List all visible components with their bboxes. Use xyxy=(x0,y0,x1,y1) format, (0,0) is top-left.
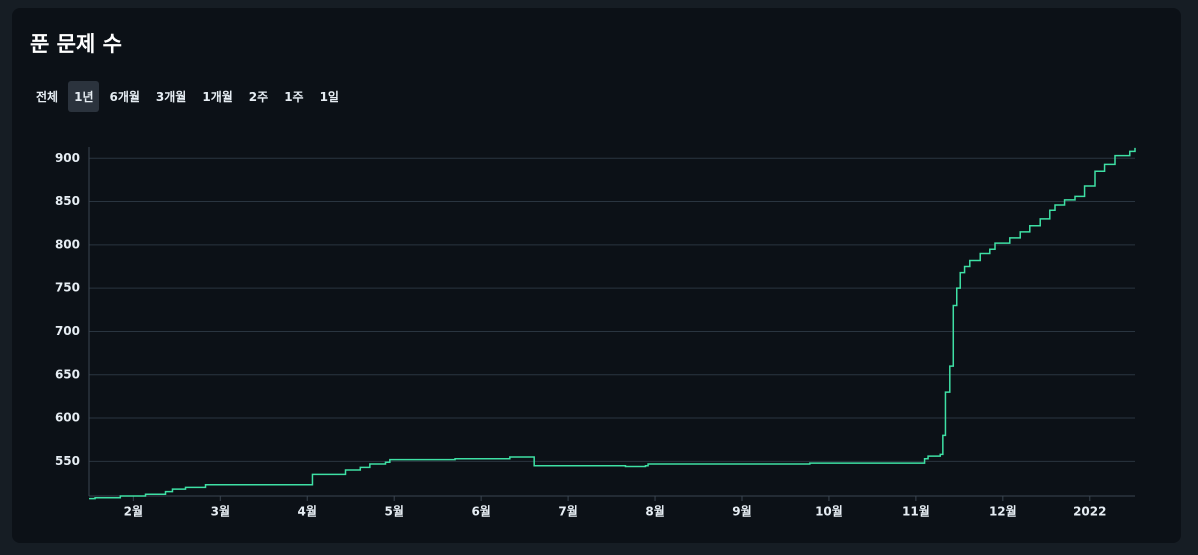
range-button[interactable]: 1개월 xyxy=(196,81,238,112)
x-tick-label: 2월 xyxy=(124,504,143,519)
x-tick-label: 11월 xyxy=(902,504,930,519)
x-tick-label: 9월 xyxy=(732,504,751,519)
card: 푼 문제 수 전체 1년 6개월 3개월 1개월 2주 1주 1일 xyxy=(12,8,1181,543)
range-button[interactable]: 1년 xyxy=(68,81,100,112)
range-button[interactable]: 3개월 xyxy=(150,81,192,112)
x-tick-label: 10월 xyxy=(815,504,843,519)
range-button[interactable]: 1일 xyxy=(314,81,345,112)
title: 푼 문제 수 xyxy=(30,32,122,56)
y-tick-label: 550 xyxy=(55,454,80,468)
x-tick-label: 12월 xyxy=(989,504,1017,519)
range-button[interactable]: 2주 xyxy=(243,81,274,112)
y-tick-label: 900 xyxy=(55,151,80,165)
y-tick-label: 700 xyxy=(55,324,80,338)
range-button[interactable]: 전체 xyxy=(30,81,64,112)
y-tick-label: 600 xyxy=(55,411,80,425)
y-tick-label: 850 xyxy=(55,194,80,208)
data-line xyxy=(89,147,1136,500)
x-tick-label: 5월 xyxy=(384,504,403,519)
x-tick-label: 4월 xyxy=(298,504,317,519)
range-button[interactable]: 6개월 xyxy=(103,81,145,112)
range-button[interactable]: 1주 xyxy=(278,81,309,112)
x-tick-label: 8월 xyxy=(645,504,664,519)
x-tick-label: 7월 xyxy=(558,504,577,519)
y-tick-label: 650 xyxy=(55,367,80,381)
range-selector: 전체 1년 6개월 3개월 1개월 2주 1주 1일 xyxy=(30,81,345,112)
y-tick-label: 750 xyxy=(55,281,80,295)
x-tick-label: 2022 xyxy=(1073,505,1106,519)
x-tick-label: 3월 xyxy=(211,504,230,519)
y-tick-label: 800 xyxy=(55,237,80,251)
x-tick-label: 6월 xyxy=(471,504,490,519)
